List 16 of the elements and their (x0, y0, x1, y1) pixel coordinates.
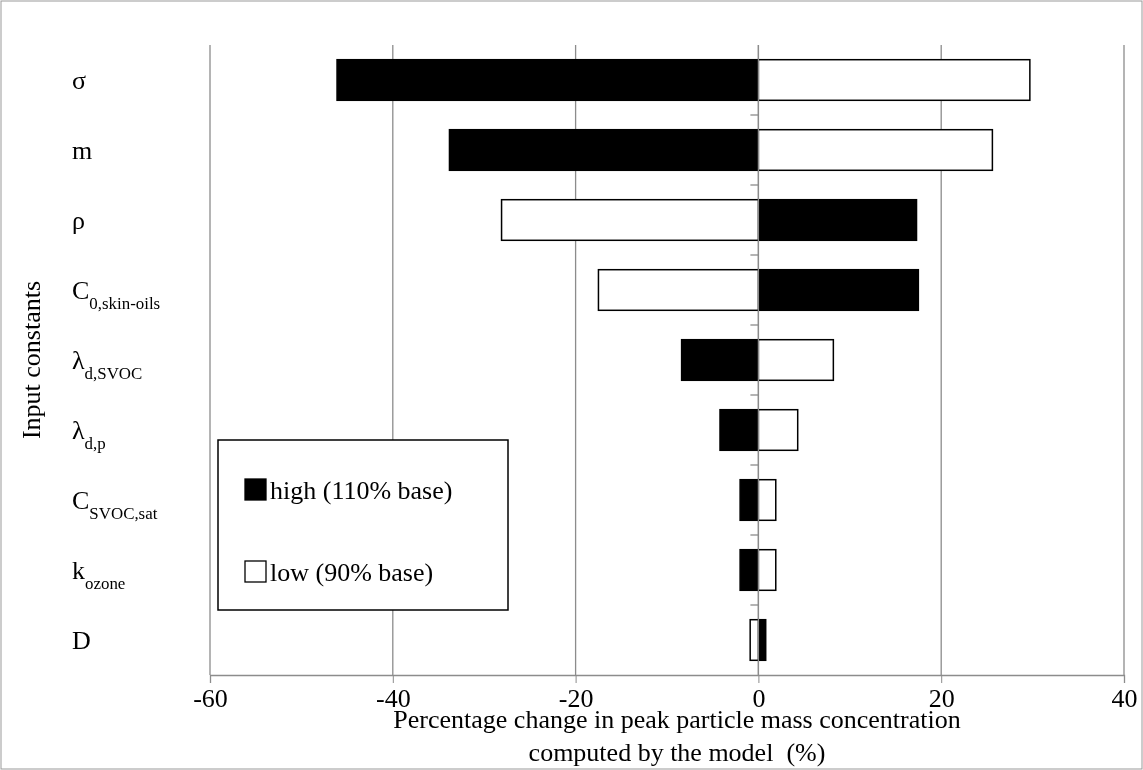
x-tick-label: -60 (193, 684, 228, 714)
x-tick-label: -20 (558, 684, 594, 714)
y-tick-label: k$_{ozone}$ (72, 556, 126, 593)
y-tick-label: C$_{0,skin-oils}$ (72, 276, 161, 313)
y-axis-title: Input constants (17, 280, 46, 440)
x-tick-label: 40 (1111, 684, 1138, 714)
x-tick-label: 0 (752, 684, 766, 714)
y-tick-label: λ$_{d,SVOC}$ (72, 346, 143, 383)
y-tick-label: C$_{SVOC,sat}$ (72, 486, 158, 523)
y-tick-label: D (72, 626, 91, 656)
y-tick-label: m (72, 136, 93, 166)
legend-label: high (110% base) (270, 476, 453, 506)
y-tick-label: σ (72, 66, 87, 96)
y-tick-label: ρ (72, 206, 85, 236)
y-tick-label: λ$_{d,p}$ (72, 416, 106, 453)
legend-label: low (90% base) (270, 558, 434, 588)
